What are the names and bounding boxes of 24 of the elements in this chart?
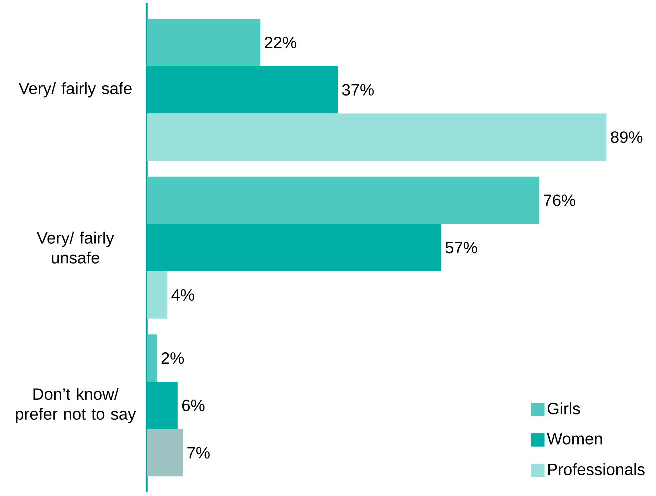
y-tick-label: Very/ fairly safe (18, 82, 132, 98)
legend-label: Women (547, 433, 602, 445)
data-label: 89% (611, 132, 643, 144)
bar (146, 429, 184, 477)
data-label: 2% (162, 352, 184, 364)
data-label: 76% (544, 194, 576, 206)
data-label: 22% (265, 37, 297, 49)
bar (146, 66, 338, 114)
data-label: 57% (446, 242, 478, 254)
bar (146, 382, 178, 430)
data-label: 7% (188, 447, 210, 459)
data-label: 4% (172, 290, 194, 302)
data-label: 37% (342, 84, 374, 96)
data-label: 6% (182, 400, 205, 412)
bar (146, 334, 158, 382)
y-tick-label: Don’t know/ prefer not to say (16, 388, 136, 424)
bar (146, 19, 261, 67)
legend-label: Girls (548, 402, 580, 415)
legend-label: Professionals (548, 464, 645, 476)
bar (146, 224, 442, 272)
bar (146, 114, 607, 162)
bar (146, 272, 168, 320)
bar (146, 176, 540, 224)
y-tick-label: Very/ fairly unsafe (37, 232, 114, 264)
